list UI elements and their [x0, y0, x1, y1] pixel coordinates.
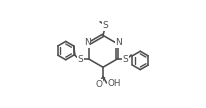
Text: S: S [103, 21, 109, 30]
Text: N: N [84, 38, 91, 47]
Text: N: N [115, 38, 122, 47]
Text: S: S [78, 55, 84, 64]
Text: S: S [122, 55, 128, 64]
Text: O: O [96, 80, 103, 89]
Text: OH: OH [107, 79, 121, 88]
